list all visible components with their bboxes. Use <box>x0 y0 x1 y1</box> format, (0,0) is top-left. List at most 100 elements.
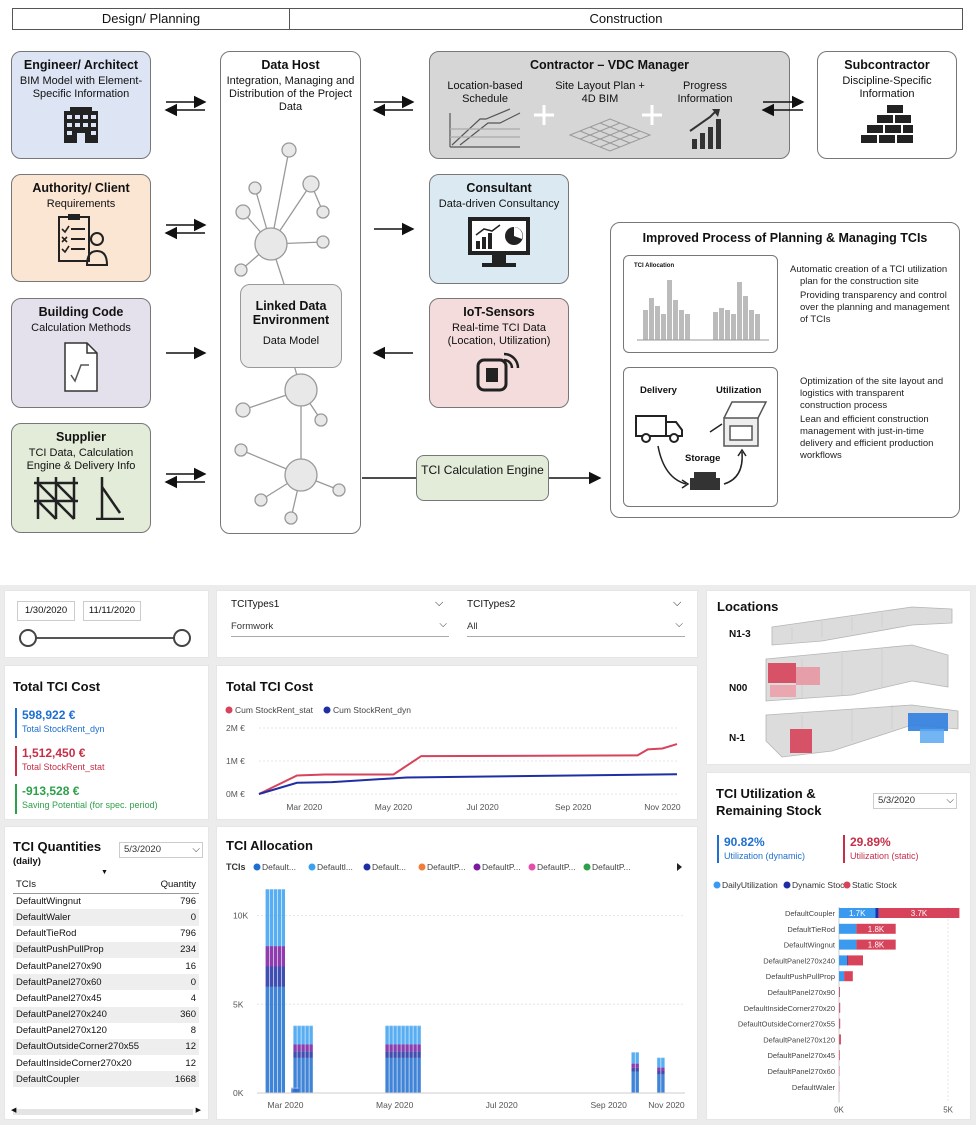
alloc-bar-segment[interactable] <box>305 1025 309 1045</box>
table-row[interactable]: DefaultPanel270x60 0 <box>13 974 199 991</box>
alloc-bar-segment[interactable] <box>281 946 285 967</box>
alloc-bar-segment[interactable] <box>305 1044 309 1052</box>
alloc-bar-segment[interactable] <box>291 1089 295 1091</box>
alloc-bar-segment[interactable] <box>277 946 281 967</box>
alloc-bar-segment[interactable] <box>301 1051 305 1058</box>
alloc-bar-segment[interactable] <box>281 986 285 1093</box>
alloc-bar-segment[interactable] <box>661 1074 665 1093</box>
alloc-bar-segment[interactable] <box>635 1067 639 1072</box>
tcitypes1-chevron-icon[interactable]: ⌵ <box>435 597 444 609</box>
alloc-bar-segment[interactable] <box>405 1051 409 1058</box>
alloc-bar-segment[interactable] <box>293 1057 297 1093</box>
alloc-bar-segment[interactable] <box>265 946 269 967</box>
table-row[interactable]: DefaultOutsideCorner270x55 12 <box>13 1038 199 1056</box>
alloc-bar-segment[interactable] <box>295 1087 299 1090</box>
alloc-bar-segment[interactable] <box>661 1071 665 1075</box>
alloc-bar-segment[interactable] <box>277 889 281 947</box>
alloc-legend-label[interactable]: DefaultP... <box>537 862 576 872</box>
alloc-bar-segment[interactable] <box>401 1025 405 1045</box>
util-bar[interactable] <box>839 955 847 966</box>
alloc-bar-segment[interactable] <box>291 1087 295 1090</box>
alloc-bar-segment[interactable] <box>297 1044 301 1052</box>
alloc-bar-segment[interactable] <box>301 1025 305 1045</box>
alloc-bar-segment[interactable] <box>297 1025 301 1045</box>
table-row[interactable]: DefaultInsideCorner270x20 12 <box>13 1055 199 1071</box>
alloc-bar-segment[interactable] <box>405 1025 409 1045</box>
alloc-bar-segment[interactable] <box>409 1025 413 1045</box>
util-bar[interactable] <box>846 955 848 966</box>
alloc-bar-segment[interactable] <box>393 1051 397 1058</box>
alloc-bar-segment[interactable] <box>657 1057 661 1068</box>
alloc-bar-segment[interactable] <box>293 1044 297 1052</box>
alloc-bar-segment[interactable] <box>393 1044 397 1052</box>
util-legend-label[interactable]: DailyUtilization <box>722 880 778 890</box>
alloc-bar-segment[interactable] <box>661 1057 665 1068</box>
tcitypes1-dropdown[interactable]: Formwork ⌵ <box>231 619 449 637</box>
alloc-bar-segment[interactable] <box>635 1063 639 1068</box>
table-row[interactable]: DefaultPanel270x240 360 <box>13 1006 199 1023</box>
alloc-bar-segment[interactable] <box>417 1025 421 1045</box>
col-quantity-header[interactable]: Quantity <box>153 877 199 894</box>
quantities-date-dropdown[interactable]: 5/3/2020 ⌵ <box>119 842 203 858</box>
date-slider-handle-start[interactable] <box>19 629 37 647</box>
cost-series-line[interactable] <box>258 743 678 795</box>
alloc-bar-segment[interactable] <box>309 1051 313 1058</box>
util-bar[interactable] <box>875 908 879 918</box>
alloc-bar-segment[interactable] <box>269 946 273 967</box>
alloc-bar-segment[interactable] <box>389 1051 393 1058</box>
alloc-bar-segment[interactable] <box>401 1044 405 1052</box>
alloc-bar-segment[interactable] <box>305 1057 309 1093</box>
alloc-bar-segment[interactable] <box>389 1025 393 1045</box>
alloc-bar-segment[interactable] <box>409 1051 413 1058</box>
alloc-bar-segment[interactable] <box>273 889 277 947</box>
alloc-bar-segment[interactable] <box>309 1057 313 1093</box>
alloc-bar-segment[interactable] <box>385 1044 389 1052</box>
alloc-legend-label[interactable]: Default... <box>372 862 406 872</box>
alloc-bar-segment[interactable] <box>291 1090 295 1093</box>
alloc-bar-segment[interactable] <box>413 1057 417 1093</box>
allocation-chart[interactable]: TCIs Default... Defaultl... Default... Defau… <box>217 855 699 1121</box>
alloc-bar-segment[interactable] <box>401 1051 405 1058</box>
util-bar[interactable] <box>839 1034 841 1045</box>
util-bar[interactable] <box>856 939 896 950</box>
alloc-bar-segment[interactable] <box>277 986 281 1093</box>
alloc-bar-segment[interactable] <box>293 1025 297 1045</box>
alloc-bar-segment[interactable] <box>273 986 277 1093</box>
scroll-left-icon[interactable]: ◀ <box>11 1107 17 1114</box>
alloc-legend-label[interactable]: DefaultP... <box>592 862 631 872</box>
alloc-bar-segment[interactable] <box>309 1044 313 1052</box>
alloc-bar-segment[interactable] <box>295 1089 299 1091</box>
utilization-bar-chart[interactable]: DailyUtilization Dynamic Stock Static Stoc… <box>707 873 972 1119</box>
cost-legend-label[interactable]: Cum StockRent_dyn <box>333 705 411 715</box>
util-bar[interactable] <box>839 1018 841 1029</box>
alloc-bar-segment[interactable] <box>277 966 281 987</box>
alloc-bar-segment[interactable] <box>631 1071 635 1093</box>
alloc-bar-segment[interactable] <box>297 1057 301 1093</box>
alloc-legend-label[interactable]: DefaultP... <box>482 862 521 872</box>
alloc-bar-segment[interactable] <box>401 1057 405 1093</box>
alloc-bar-segment[interactable] <box>265 889 269 947</box>
alloc-bar-segment[interactable] <box>293 1051 297 1058</box>
alloc-bar-segment[interactable] <box>409 1057 413 1093</box>
tcitypes2-dropdown[interactable]: All ⌵ <box>467 619 685 637</box>
alloc-bar-segment[interactable] <box>409 1044 413 1052</box>
table-row[interactable]: DefaultWingnut 796 <box>13 893 199 909</box>
alloc-bar-segment[interactable] <box>397 1051 401 1058</box>
alloc-bar-segment[interactable] <box>393 1057 397 1093</box>
util-bar[interactable] <box>839 923 857 934</box>
table-row[interactable]: DefaultPanel270x120 8 <box>13 1023 199 1039</box>
alloc-bar-segment[interactable] <box>273 946 277 967</box>
alloc-bar-segment[interactable] <box>281 889 285 947</box>
legend-next-icon[interactable] <box>677 863 682 871</box>
alloc-bar-segment[interactable] <box>291 1089 295 1090</box>
end-date-input[interactable]: 11/11/2020 <box>83 601 141 621</box>
alloc-bar-segment[interactable] <box>631 1067 635 1072</box>
alloc-bar-segment[interactable] <box>385 1051 389 1058</box>
alloc-bar-segment[interactable] <box>661 1067 665 1072</box>
alloc-legend-label[interactable]: Default... <box>262 862 296 872</box>
alloc-bar-segment[interactable] <box>295 1090 299 1093</box>
alloc-bar-segment[interactable] <box>417 1057 421 1093</box>
alloc-bar-segment[interactable] <box>301 1057 305 1093</box>
alloc-bar-segment[interactable] <box>657 1071 661 1075</box>
util-bar[interactable] <box>839 1002 841 1013</box>
